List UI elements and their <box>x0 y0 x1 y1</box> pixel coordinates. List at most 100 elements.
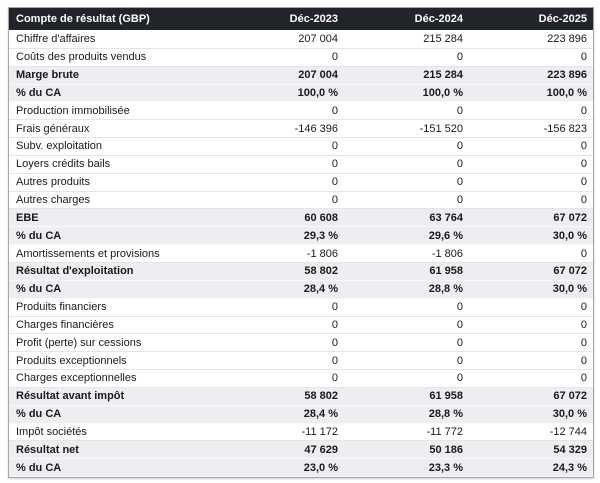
row-value: 0 <box>580 140 587 153</box>
row-value: 0 <box>580 176 587 189</box>
column-header-dec-2025: Déc-2025 <box>538 13 587 25</box>
row-value: 29,3 % <box>303 229 338 242</box>
row-value: 100,0 % <box>422 86 463 99</box>
table-row: Résultat d'exploitation 58 802 61 958 67 07… <box>9 262 593 281</box>
row-value: -11 172 <box>301 425 339 438</box>
table-row: % du CA 23,0 % 23,3 % 24,3 % <box>9 459 593 478</box>
table-row: % du CA 29,3 % 29,6 % 30,0 % <box>9 227 593 246</box>
row-value: 0 <box>580 354 587 367</box>
row-value: 63 764 <box>429 211 463 224</box>
column-header-dec-2023: Déc-2023 <box>289 13 338 25</box>
row-label: Charges exceptionnelles <box>16 372 137 385</box>
row-label: Marge brute <box>16 69 79 82</box>
table-row: Résultat avant impôt 58 802 61 958 67 072 <box>9 387 593 406</box>
row-value: 0 <box>331 158 338 171</box>
row-value: -1 806 <box>306 247 338 260</box>
row-label: Charges financières <box>16 318 114 331</box>
row-label: % du CA <box>16 461 62 474</box>
row-value: 61 958 <box>429 390 463 403</box>
row-value: 30,0 % <box>552 283 587 296</box>
row-value: 23,3 % <box>428 461 463 474</box>
row-label: Subv. exploitation <box>16 140 103 153</box>
row-value: 0 <box>331 104 338 117</box>
table-row: Profit (perte) sur cessions 0 0 0 <box>9 334 593 353</box>
row-value: 23,0 % <box>303 461 338 474</box>
row-value: 28,8 % <box>428 408 463 421</box>
row-value: 0 <box>580 372 587 385</box>
row-label: Produits exceptionnels <box>16 354 127 367</box>
row-label: EBE <box>16 211 39 224</box>
table-row: Impôt sociétés -11 172 -11 772 -12 744 <box>9 423 593 442</box>
row-value: 207 004 <box>298 33 338 46</box>
row-value: -156 823 <box>543 122 587 135</box>
row-label: Impôt sociétés <box>16 425 87 438</box>
row-value: 28,4 % <box>303 408 338 421</box>
row-value: 0 <box>331 354 338 367</box>
row-value: 24,3 % <box>552 461 587 474</box>
table-row: Produits exceptionnels 0 0 0 <box>9 352 593 371</box>
row-label: Coûts des produits vendus <box>16 51 147 64</box>
row-label: Autres produits <box>16 176 90 189</box>
row-value: -12 744 <box>549 425 587 438</box>
row-label: % du CA <box>16 408 62 421</box>
row-value: 0 <box>331 318 338 331</box>
row-value: 0 <box>456 318 463 331</box>
row-label: Autres charges <box>16 194 90 207</box>
table-row: Frais généraux -146 396 -151 520 -156 823 <box>9 120 593 139</box>
table-row: Chiffre d'affaires 207 004 215 284 223 896 <box>9 31 593 49</box>
table-row: Marge brute 207 004 215 284 223 896 <box>9 66 593 85</box>
table-row: Résultat net 47 629 50 186 54 329 <box>9 441 593 460</box>
table-row: Autres charges 0 0 0 <box>9 191 593 210</box>
row-value: 0 <box>456 158 463 171</box>
row-value: 0 <box>580 336 587 349</box>
row-value: 0 <box>580 247 587 260</box>
row-label: Production immobilisée <box>16 104 130 117</box>
row-value: 0 <box>331 176 338 189</box>
row-value: 0 <box>456 140 463 153</box>
row-label: Résultat d'exploitation <box>16 265 134 278</box>
row-label: Profit (perte) sur cessions <box>16 336 142 349</box>
column-header-dec-2024: Déc-2024 <box>414 13 463 25</box>
table-row: Coûts des produits vendus 0 0 0 <box>9 48 593 67</box>
row-value: -11 772 <box>426 425 464 438</box>
row-value: 207 004 <box>298 69 338 82</box>
table-row: % du CA 100,0 % 100,0 % 100,0 % <box>9 84 593 103</box>
row-value: 0 <box>331 336 338 349</box>
row-value: 0 <box>456 336 463 349</box>
table-row: Amortissements et provisions -1 806 -1 806… <box>9 245 593 263</box>
row-label: Chiffre d'affaires <box>16 33 96 46</box>
row-value: 58 802 <box>304 390 338 403</box>
row-value: 0 <box>456 104 463 117</box>
row-value: 0 <box>456 372 463 385</box>
table-row: Charges financières 0 0 0 <box>9 316 593 335</box>
table-row: Loyers crédits bails 0 0 0 <box>9 155 593 174</box>
row-value: 50 186 <box>429 443 463 456</box>
row-value: 29,6 % <box>428 229 463 242</box>
row-value: 58 802 <box>304 265 338 278</box>
table-row: Production immobilisée 0 0 0 <box>9 102 593 121</box>
row-value: 0 <box>580 104 587 117</box>
table-title: Compte de résultat (GBP) <box>16 13 150 25</box>
row-label: Résultat net <box>16 443 79 456</box>
table-row: % du CA 28,4 % 28,8 % 30,0 % <box>9 280 593 299</box>
table-row: Charges exceptionnelles 0 0 0 <box>9 370 593 388</box>
row-label: Résultat avant impôt <box>16 390 125 403</box>
row-value: 0 <box>456 176 463 189</box>
row-value: 61 958 <box>429 265 463 278</box>
row-value: -146 396 <box>294 122 338 135</box>
table-row: Autres produits 0 0 0 <box>9 173 593 192</box>
row-value: 0 <box>456 194 463 207</box>
row-value: 100,0 % <box>297 86 338 99</box>
row-value: 100,0 % <box>546 86 587 99</box>
row-value: 0 <box>331 372 338 385</box>
table-row: Produits financiers 0 0 0 <box>9 298 593 317</box>
row-label: Frais généraux <box>16 122 90 135</box>
row-value: 0 <box>456 301 463 314</box>
income-statement-table: Compte de résultat (GBP) Déc-2023 Déc-20… <box>8 7 594 479</box>
row-value: -1 806 <box>431 247 463 260</box>
row-value: 0 <box>331 301 338 314</box>
row-value: 0 <box>580 51 587 64</box>
row-value: 47 629 <box>304 443 338 456</box>
row-value: 0 <box>580 318 587 331</box>
row-value: 223 896 <box>547 33 587 46</box>
